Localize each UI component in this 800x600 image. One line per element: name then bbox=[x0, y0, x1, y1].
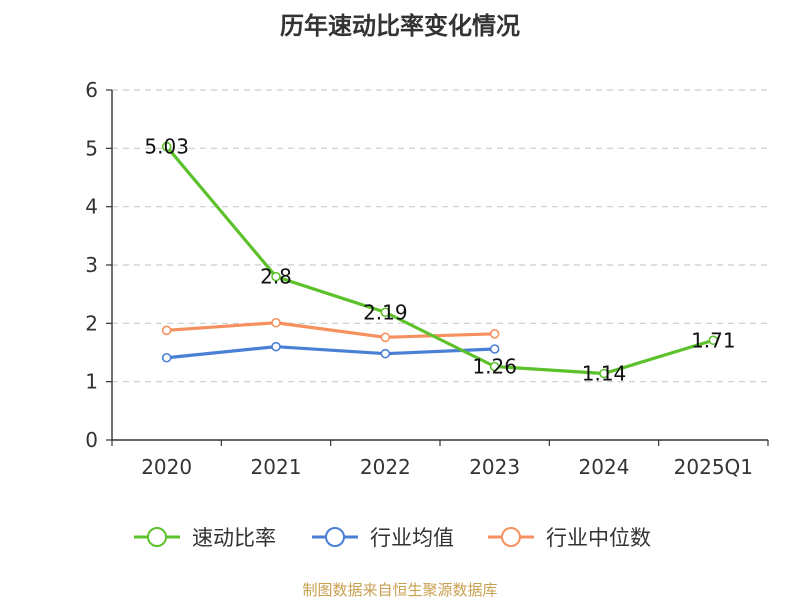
y-tick-label: 6 bbox=[85, 78, 98, 102]
series-line-0 bbox=[165, 144, 715, 376]
data-label: 1.26 bbox=[472, 355, 517, 379]
legend-marker bbox=[147, 527, 167, 547]
data-point bbox=[708, 335, 719, 346]
legend-label: 行业均值 bbox=[370, 526, 454, 550]
data-point bbox=[271, 317, 281, 328]
data-point bbox=[380, 332, 391, 343]
data-point bbox=[271, 341, 281, 352]
data-point bbox=[489, 344, 500, 354]
data-point bbox=[489, 361, 500, 372]
data-label: 1.14 bbox=[582, 362, 627, 386]
series-line-1 bbox=[165, 345, 497, 360]
data-label: 2.8 bbox=[260, 265, 292, 289]
data-point bbox=[489, 329, 500, 339]
legend-label: 速动比率 bbox=[192, 526, 276, 550]
x-tick-label: 2024 bbox=[579, 455, 630, 479]
y-tick-label: 5 bbox=[85, 136, 98, 160]
data-point bbox=[271, 271, 281, 282]
x-tick-label: 2022 bbox=[360, 455, 411, 479]
data-point bbox=[599, 368, 609, 379]
data-label: 5.03 bbox=[144, 135, 189, 159]
y-tick-label: 4 bbox=[85, 195, 98, 219]
data-point bbox=[380, 307, 391, 318]
data-point bbox=[380, 348, 391, 359]
data-point bbox=[161, 352, 172, 363]
legend-marker bbox=[325, 527, 345, 547]
y-tick-label: 2 bbox=[85, 311, 98, 335]
data-label: 2.19 bbox=[363, 300, 408, 324]
chart-title: 历年速动比率变化情况 bbox=[280, 12, 520, 40]
x-tick-label: 2020 bbox=[141, 455, 192, 479]
y-tick-label: 1 bbox=[85, 370, 98, 394]
data-label: 1.71 bbox=[691, 328, 736, 352]
y-tick-label: 3 bbox=[85, 253, 98, 277]
series-line-2 bbox=[165, 321, 497, 339]
source-note: 制图数据来自恒生聚源数据库 bbox=[302, 581, 498, 599]
x-tick-label: 2025Q1 bbox=[674, 455, 753, 479]
data-point bbox=[161, 325, 172, 336]
x-tick-label: 2021 bbox=[251, 455, 302, 479]
legend-label: 行业中位数 bbox=[546, 526, 651, 550]
legend-marker bbox=[501, 527, 521, 547]
x-tick-label: 2023 bbox=[469, 455, 520, 479]
y-tick-label: 0 bbox=[85, 428, 98, 452]
data-point bbox=[161, 141, 172, 152]
